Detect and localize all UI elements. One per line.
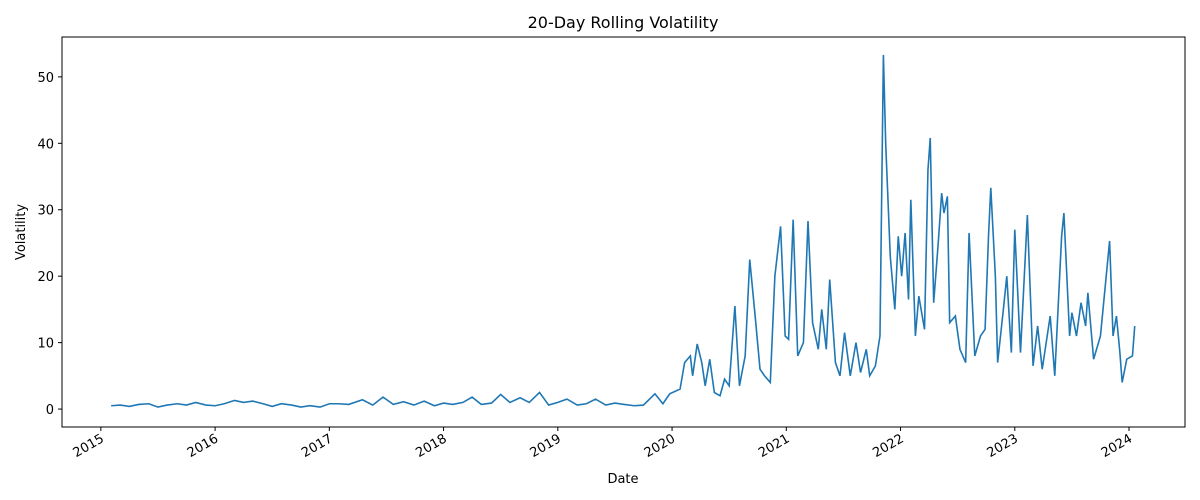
x-tick-label: 2016 xyxy=(185,431,221,461)
y-tick-label: 50 xyxy=(37,71,54,86)
y-axis-label: Volatility xyxy=(14,204,29,260)
x-tick-label: 2017 xyxy=(299,431,335,461)
x-tick-label: 2023 xyxy=(985,431,1021,461)
x-axis-label: Date xyxy=(607,472,638,487)
y-tick-label: 10 xyxy=(37,337,54,352)
y-tick-label: 40 xyxy=(37,137,54,152)
x-tick-label: 2020 xyxy=(642,431,678,461)
x-tick-label: 2021 xyxy=(756,431,792,461)
series-line xyxy=(111,54,1136,408)
y-tick-label: 20 xyxy=(37,270,54,285)
x-tick-label: 2022 xyxy=(870,431,906,461)
y-tick-label: 30 xyxy=(37,204,54,219)
y-tick-label: 0 xyxy=(46,403,54,418)
chart-title: 20-Day Rolling Volatility xyxy=(528,13,719,32)
plot-frame xyxy=(61,36,1186,428)
x-tick-label: 2024 xyxy=(1099,431,1135,461)
x-tick-label: 2018 xyxy=(413,431,449,461)
x-tick-label: 2015 xyxy=(71,431,107,461)
x-tick-label: 2019 xyxy=(528,431,564,461)
